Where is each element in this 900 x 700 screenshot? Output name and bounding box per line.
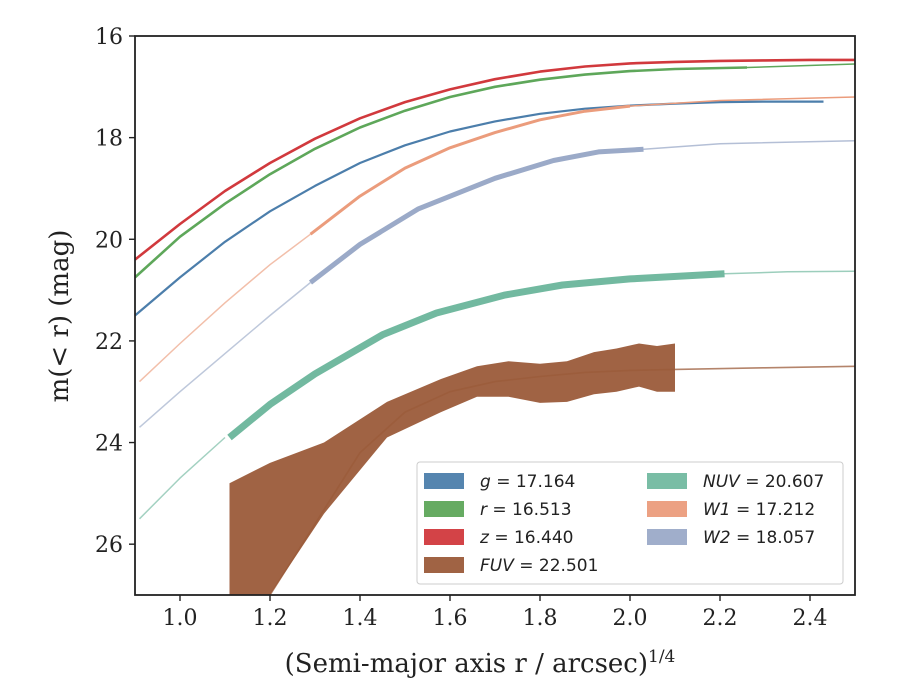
legend-band-value: = 20.607 xyxy=(740,472,825,492)
x-tick-label: 1.8 xyxy=(523,606,558,631)
legend-frame xyxy=(416,461,844,585)
y-tick-label: 24 xyxy=(95,432,123,457)
legend-swatch xyxy=(424,473,464,489)
legend-label: r = 16.513 xyxy=(480,500,572,520)
x-tick-label: 1.6 xyxy=(433,606,468,631)
x-axis-label-superscript: 1/4 xyxy=(648,647,675,667)
series-line-9 xyxy=(643,139,855,151)
x-tick-label: 1.0 xyxy=(163,606,198,631)
series-line-11 xyxy=(227,270,725,441)
legend-band-value: = 17.212 xyxy=(731,500,816,520)
legend-swatch xyxy=(424,557,464,573)
x-tick-label: 1.2 xyxy=(253,606,288,631)
series-line-12 xyxy=(724,270,855,275)
x-axis-label-text: (Semi-major axis r / arcsec) xyxy=(285,649,648,679)
legend-band-value: = 16.440 xyxy=(489,528,574,548)
legend-band-value: = 16.513 xyxy=(487,500,572,520)
legend-band-name: W2 xyxy=(703,528,731,548)
legend-label: g = 17.164 xyxy=(480,472,575,492)
legend-label: W2 = 18.057 xyxy=(703,528,815,548)
y-tick-label: 22 xyxy=(95,330,123,355)
x-tick-label: 2.4 xyxy=(793,606,828,631)
y-tick-label: 18 xyxy=(95,127,123,152)
legend-swatch xyxy=(424,529,464,545)
series-line-5 xyxy=(309,104,631,236)
series-line-13 xyxy=(268,365,855,595)
legend-band-value: = 22.501 xyxy=(514,556,599,576)
series-line-10 xyxy=(138,436,226,520)
legend-band-name: r xyxy=(480,500,488,520)
legend-band-value: = 17.164 xyxy=(491,472,576,492)
legend-band-name: FUV xyxy=(480,556,515,576)
legend-label: z = 16.440 xyxy=(479,528,573,548)
y-tick-label: 16 xyxy=(95,25,123,50)
series-line-0 xyxy=(135,100,824,317)
legend-swatch xyxy=(647,529,687,545)
bands-layer xyxy=(229,343,675,595)
y-tick-label: 26 xyxy=(95,533,123,558)
legend-label: FUV = 22.501 xyxy=(480,556,598,576)
x-tick-label: 1.4 xyxy=(343,606,378,631)
y-tick-label: 20 xyxy=(95,228,123,253)
legend-band-name: W1 xyxy=(703,500,731,520)
legend-label: W1 = 17.212 xyxy=(703,500,815,520)
x-axis: 1.0 1.2 1.4 1.6 1.8 2.0 2.2 2.4 xyxy=(163,595,828,631)
series-line-1 xyxy=(135,66,748,279)
series-line-2 xyxy=(746,63,855,69)
legend-band-name: z xyxy=(479,528,490,548)
plot-frame xyxy=(134,35,856,596)
x-tick-label: 2.0 xyxy=(613,606,648,631)
series-line-4 xyxy=(138,233,311,383)
series-line-8 xyxy=(308,146,644,285)
y-axis-label: m(< r) (mag) xyxy=(45,230,75,403)
legend-label: NUV = 20.607 xyxy=(703,472,824,492)
legend-band-name: NUV xyxy=(703,472,741,492)
legend-band-value: = 18.057 xyxy=(731,528,816,548)
legend-band-name: g xyxy=(480,472,491,492)
legend-swatch xyxy=(647,501,687,517)
band-0 xyxy=(229,343,675,595)
series-line-7 xyxy=(139,281,311,428)
x-axis-label: (Semi-major axis r / arcsec)1/4 xyxy=(285,647,676,679)
series-layer xyxy=(135,58,855,595)
series-line-3 xyxy=(135,58,855,261)
x-tick-label: 2.2 xyxy=(703,606,738,631)
y-axis: 16 18 20 22 24 26 xyxy=(95,25,135,558)
legend-swatch xyxy=(647,473,687,489)
series-line-6 xyxy=(629,96,855,107)
legend-swatch xyxy=(424,501,464,517)
